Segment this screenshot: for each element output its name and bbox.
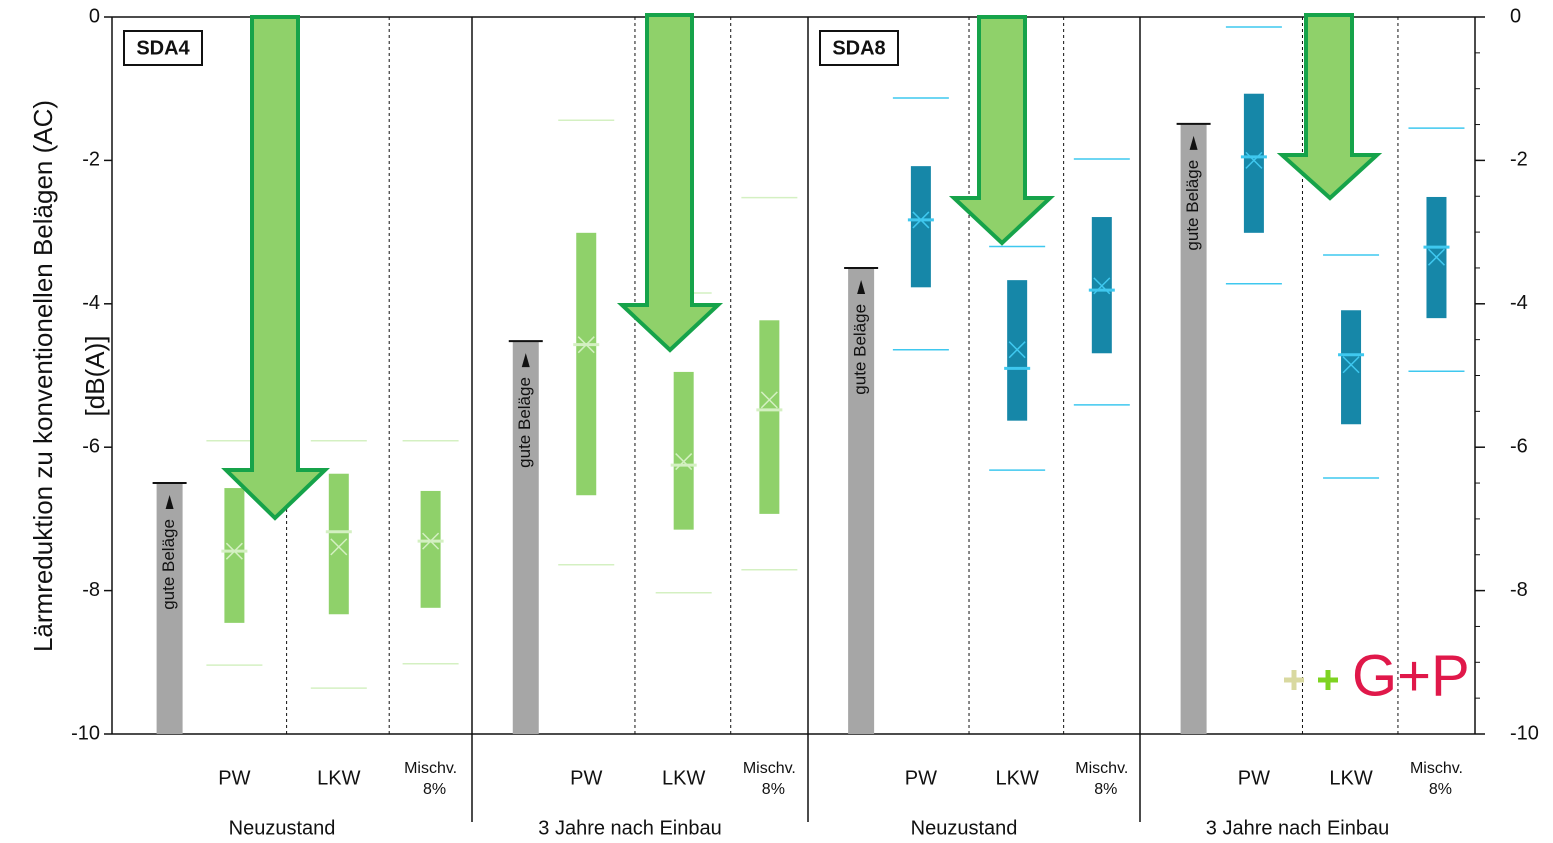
category-label: Mischv.8%	[743, 760, 796, 798]
y-axis-label: Lärmreduktion zu konventionellen Belägen…	[28, 100, 58, 652]
category-label: LKW	[995, 767, 1038, 789]
box	[329, 474, 349, 615]
y2-tick-label: -6	[1510, 435, 1528, 457]
logo-plus	[1318, 670, 1338, 690]
category-label: Mischv.8%	[404, 760, 457, 798]
category-label: PW	[905, 767, 937, 789]
group-label: Neuzustand	[229, 817, 336, 839]
category-label: PW	[218, 767, 250, 789]
reference-label: gute Beläge	[851, 304, 870, 395]
category-label: Mischv.8%	[1410, 760, 1463, 798]
arrow	[622, 15, 718, 350]
category-label: LKW	[317, 767, 360, 789]
y-axis-label: [dB(A)]	[80, 336, 110, 417]
panel-tag: SDA4	[136, 37, 190, 59]
y2-tick-label: 0	[1510, 5, 1521, 27]
box	[759, 320, 779, 514]
y-tick-label: 0	[89, 5, 100, 27]
y-tick-label: -10	[71, 722, 100, 744]
logo-text: G+P	[1352, 643, 1470, 708]
y2-tick-label: -2	[1510, 149, 1528, 171]
group-label: Neuzustand	[911, 817, 1018, 839]
category-label: PW	[1238, 767, 1270, 789]
y-tick-label: -4	[82, 292, 100, 314]
category-label: LKW	[662, 767, 705, 789]
y-tick-label: -2	[82, 149, 100, 171]
y2-tick-label: -4	[1510, 292, 1528, 314]
reference-label: gute Beläge	[1183, 160, 1202, 251]
category-label: Mischv.8%	[1075, 760, 1128, 798]
category-label: PW	[570, 767, 602, 789]
category-label: LKW	[1329, 767, 1372, 789]
group-label: 3 Jahre nach Einbau	[538, 817, 721, 839]
box	[224, 488, 244, 623]
arrow	[226, 17, 325, 518]
box	[1244, 94, 1264, 233]
arrow	[1282, 15, 1377, 198]
chart: Lärmreduktion zu konventionellen Belägen…	[0, 0, 1553, 843]
reference-label: gute Beläge	[515, 377, 534, 468]
panel-tag: SDA8	[832, 37, 885, 59]
page: Lärmreduktion zu konventionellen Belägen…	[0, 0, 1553, 843]
box	[1341, 310, 1361, 424]
group-label: 3 Jahre nach Einbau	[1206, 817, 1389, 839]
arrow	[954, 17, 1050, 243]
logo: G+P	[1284, 643, 1470, 708]
reference-label: gute Beläge	[159, 519, 178, 610]
box	[421, 491, 441, 608]
y-tick-label: -6	[82, 435, 100, 457]
logo-plus	[1284, 670, 1304, 690]
y-tick-label: -8	[82, 579, 100, 601]
y2-tick-label: -8	[1510, 579, 1528, 601]
box	[674, 372, 694, 530]
box	[576, 233, 596, 495]
y2-tick-label: -10	[1510, 722, 1539, 744]
